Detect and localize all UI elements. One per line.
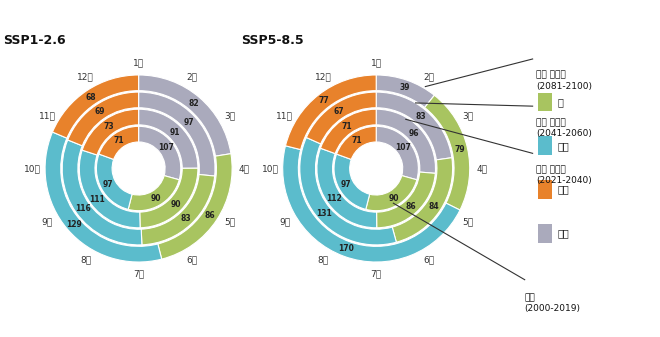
- Text: 116: 116: [75, 204, 90, 213]
- Wedge shape: [96, 154, 132, 209]
- Text: 68: 68: [86, 93, 96, 101]
- Wedge shape: [52, 75, 139, 138]
- Text: 9월: 9월: [279, 217, 290, 226]
- Text: 97: 97: [103, 180, 114, 189]
- Text: 9월: 9월: [42, 217, 53, 226]
- Text: 11월: 11월: [38, 111, 55, 120]
- Text: 86: 86: [205, 211, 216, 220]
- Text: 71: 71: [114, 136, 124, 145]
- Text: 7월: 7월: [371, 270, 381, 279]
- Text: 39: 39: [399, 83, 410, 92]
- Wedge shape: [376, 75, 434, 108]
- Text: 현재
(2000-2019): 현재 (2000-2019): [525, 293, 581, 313]
- Text: 10월: 10월: [24, 164, 41, 173]
- Text: 1월: 1월: [133, 58, 144, 67]
- Text: 107: 107: [158, 143, 174, 152]
- Wedge shape: [376, 109, 436, 173]
- Text: 82: 82: [189, 99, 199, 108]
- Text: 8월: 8월: [80, 256, 91, 265]
- Text: 90: 90: [388, 194, 399, 203]
- Text: 2월: 2월: [424, 72, 434, 81]
- Wedge shape: [68, 92, 139, 146]
- Text: 112: 112: [326, 194, 342, 203]
- Text: 86: 86: [406, 202, 416, 211]
- Text: 107: 107: [395, 143, 411, 152]
- Wedge shape: [139, 92, 215, 176]
- Wedge shape: [317, 148, 377, 228]
- Text: 5월: 5월: [224, 217, 236, 226]
- Wedge shape: [366, 176, 417, 211]
- Text: 여름: 여름: [558, 141, 570, 151]
- Text: 96: 96: [409, 129, 419, 138]
- Wedge shape: [139, 126, 181, 180]
- Wedge shape: [99, 126, 139, 159]
- Text: SSP5-8.5: SSP5-8.5: [241, 33, 304, 47]
- Text: 2월: 2월: [186, 72, 197, 81]
- Text: 71: 71: [341, 122, 352, 131]
- Text: 77: 77: [318, 96, 329, 105]
- Text: 4월: 4월: [239, 164, 250, 173]
- Wedge shape: [158, 154, 232, 259]
- Text: 5월: 5월: [462, 217, 473, 226]
- Wedge shape: [45, 132, 162, 262]
- Text: 90: 90: [170, 200, 181, 209]
- Wedge shape: [376, 126, 418, 180]
- Wedge shape: [141, 175, 214, 245]
- Wedge shape: [321, 109, 376, 154]
- Wedge shape: [306, 92, 376, 144]
- Wedge shape: [334, 154, 370, 209]
- Text: 83: 83: [416, 112, 426, 121]
- Text: 7월: 7월: [133, 270, 144, 279]
- Text: 4월: 4월: [477, 164, 488, 173]
- Text: 131: 131: [316, 209, 332, 218]
- Wedge shape: [139, 109, 198, 168]
- Text: 6월: 6월: [424, 256, 435, 265]
- Text: 미래 전반기
(2021-2040): 미래 전반기 (2021-2040): [536, 165, 591, 185]
- Text: 미래 후반기
(2081-2100): 미래 후반기 (2081-2100): [536, 71, 592, 91]
- Wedge shape: [392, 158, 453, 242]
- Text: 111: 111: [90, 195, 105, 204]
- Text: 84: 84: [428, 202, 439, 211]
- Text: 91: 91: [170, 127, 180, 136]
- Text: 3월: 3월: [462, 111, 473, 120]
- Text: 12월: 12월: [315, 72, 332, 81]
- Wedge shape: [79, 150, 140, 228]
- Wedge shape: [139, 75, 231, 156]
- Text: 97: 97: [341, 180, 351, 189]
- Text: 71: 71: [351, 136, 362, 145]
- Text: 67: 67: [333, 106, 344, 116]
- Text: 6월: 6월: [186, 256, 197, 265]
- Text: 73: 73: [103, 122, 114, 131]
- Wedge shape: [377, 172, 436, 228]
- Text: 12월: 12월: [77, 72, 94, 81]
- Text: 8월: 8월: [317, 256, 329, 265]
- Text: 1월: 1월: [371, 58, 381, 67]
- Wedge shape: [140, 168, 198, 228]
- Text: 가을: 가을: [558, 185, 570, 194]
- Wedge shape: [376, 92, 452, 160]
- Text: 미래 중반기
(2041-2060): 미래 중반기 (2041-2060): [536, 118, 592, 138]
- Text: 83: 83: [180, 214, 191, 223]
- Wedge shape: [300, 137, 397, 245]
- Text: 129: 129: [66, 220, 81, 229]
- Text: 10월: 10월: [262, 164, 279, 173]
- Wedge shape: [286, 75, 376, 150]
- Wedge shape: [62, 140, 142, 245]
- Wedge shape: [282, 146, 460, 262]
- Text: 69: 69: [95, 107, 106, 116]
- Wedge shape: [424, 95, 470, 210]
- Wedge shape: [82, 109, 139, 155]
- Wedge shape: [337, 126, 376, 159]
- Text: 봄: 봄: [558, 97, 564, 107]
- Text: 170: 170: [339, 244, 354, 253]
- Text: 3월: 3월: [224, 111, 236, 120]
- Text: 97: 97: [184, 118, 195, 127]
- Text: 90: 90: [150, 194, 161, 203]
- Text: SSP1-2.6: SSP1-2.6: [3, 33, 66, 47]
- Wedge shape: [128, 176, 180, 211]
- Text: 79: 79: [455, 145, 465, 154]
- Text: 겨울: 겨울: [558, 228, 570, 238]
- Text: 11월: 11월: [276, 111, 293, 120]
